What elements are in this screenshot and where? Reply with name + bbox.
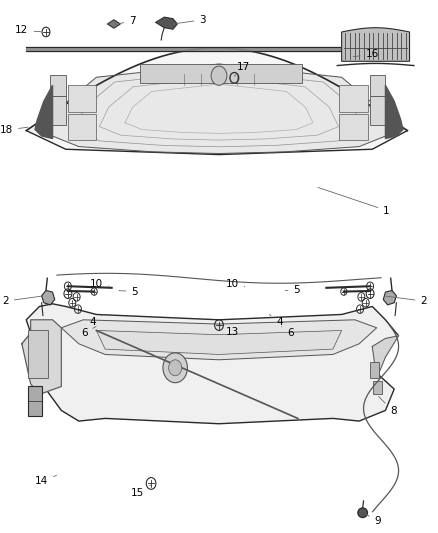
Polygon shape: [155, 17, 177, 29]
Bar: [68, 114, 96, 140]
Polygon shape: [26, 48, 407, 155]
Bar: [28, 386, 42, 416]
Bar: [28, 330, 48, 378]
Text: 9: 9: [366, 514, 381, 526]
Ellipse shape: [358, 508, 367, 518]
Bar: [50, 75, 66, 96]
Text: 18: 18: [0, 125, 28, 135]
Text: 4: 4: [269, 314, 283, 327]
Circle shape: [211, 66, 227, 85]
Text: 15: 15: [131, 485, 151, 498]
Bar: [140, 64, 302, 83]
Text: 13: 13: [219, 326, 239, 336]
Bar: [370, 362, 379, 378]
Polygon shape: [383, 290, 396, 305]
Text: 10: 10: [226, 279, 245, 289]
Polygon shape: [42, 290, 55, 305]
Bar: [373, 381, 382, 394]
Text: 8: 8: [378, 397, 396, 416]
Text: 10: 10: [90, 279, 109, 288]
Text: 14: 14: [35, 475, 57, 486]
Polygon shape: [22, 304, 399, 424]
Polygon shape: [107, 20, 120, 28]
Bar: [370, 96, 385, 125]
Text: 5: 5: [119, 287, 138, 296]
Text: 7: 7: [119, 17, 136, 26]
Text: 16: 16: [353, 50, 379, 59]
Bar: [68, 85, 96, 112]
Bar: [339, 85, 368, 112]
Bar: [339, 114, 368, 140]
Text: 12: 12: [15, 26, 41, 35]
Polygon shape: [48, 64, 390, 154]
Circle shape: [163, 353, 187, 383]
Polygon shape: [342, 28, 410, 61]
Polygon shape: [35, 85, 53, 139]
Text: 6: 6: [81, 327, 96, 338]
Text: 2: 2: [386, 296, 427, 306]
Text: 4: 4: [90, 314, 103, 327]
Text: 2: 2: [2, 296, 41, 306]
Text: 3: 3: [176, 15, 206, 25]
Text: 5: 5: [285, 286, 300, 295]
Bar: [370, 75, 385, 96]
Circle shape: [169, 360, 182, 376]
Polygon shape: [385, 85, 403, 139]
Polygon shape: [22, 320, 61, 394]
Text: 17: 17: [234, 62, 250, 76]
Bar: [50, 96, 66, 125]
Polygon shape: [96, 330, 342, 354]
Text: 1: 1: [318, 188, 390, 215]
Polygon shape: [372, 336, 399, 378]
Text: 6: 6: [282, 327, 293, 338]
Polygon shape: [61, 320, 377, 360]
